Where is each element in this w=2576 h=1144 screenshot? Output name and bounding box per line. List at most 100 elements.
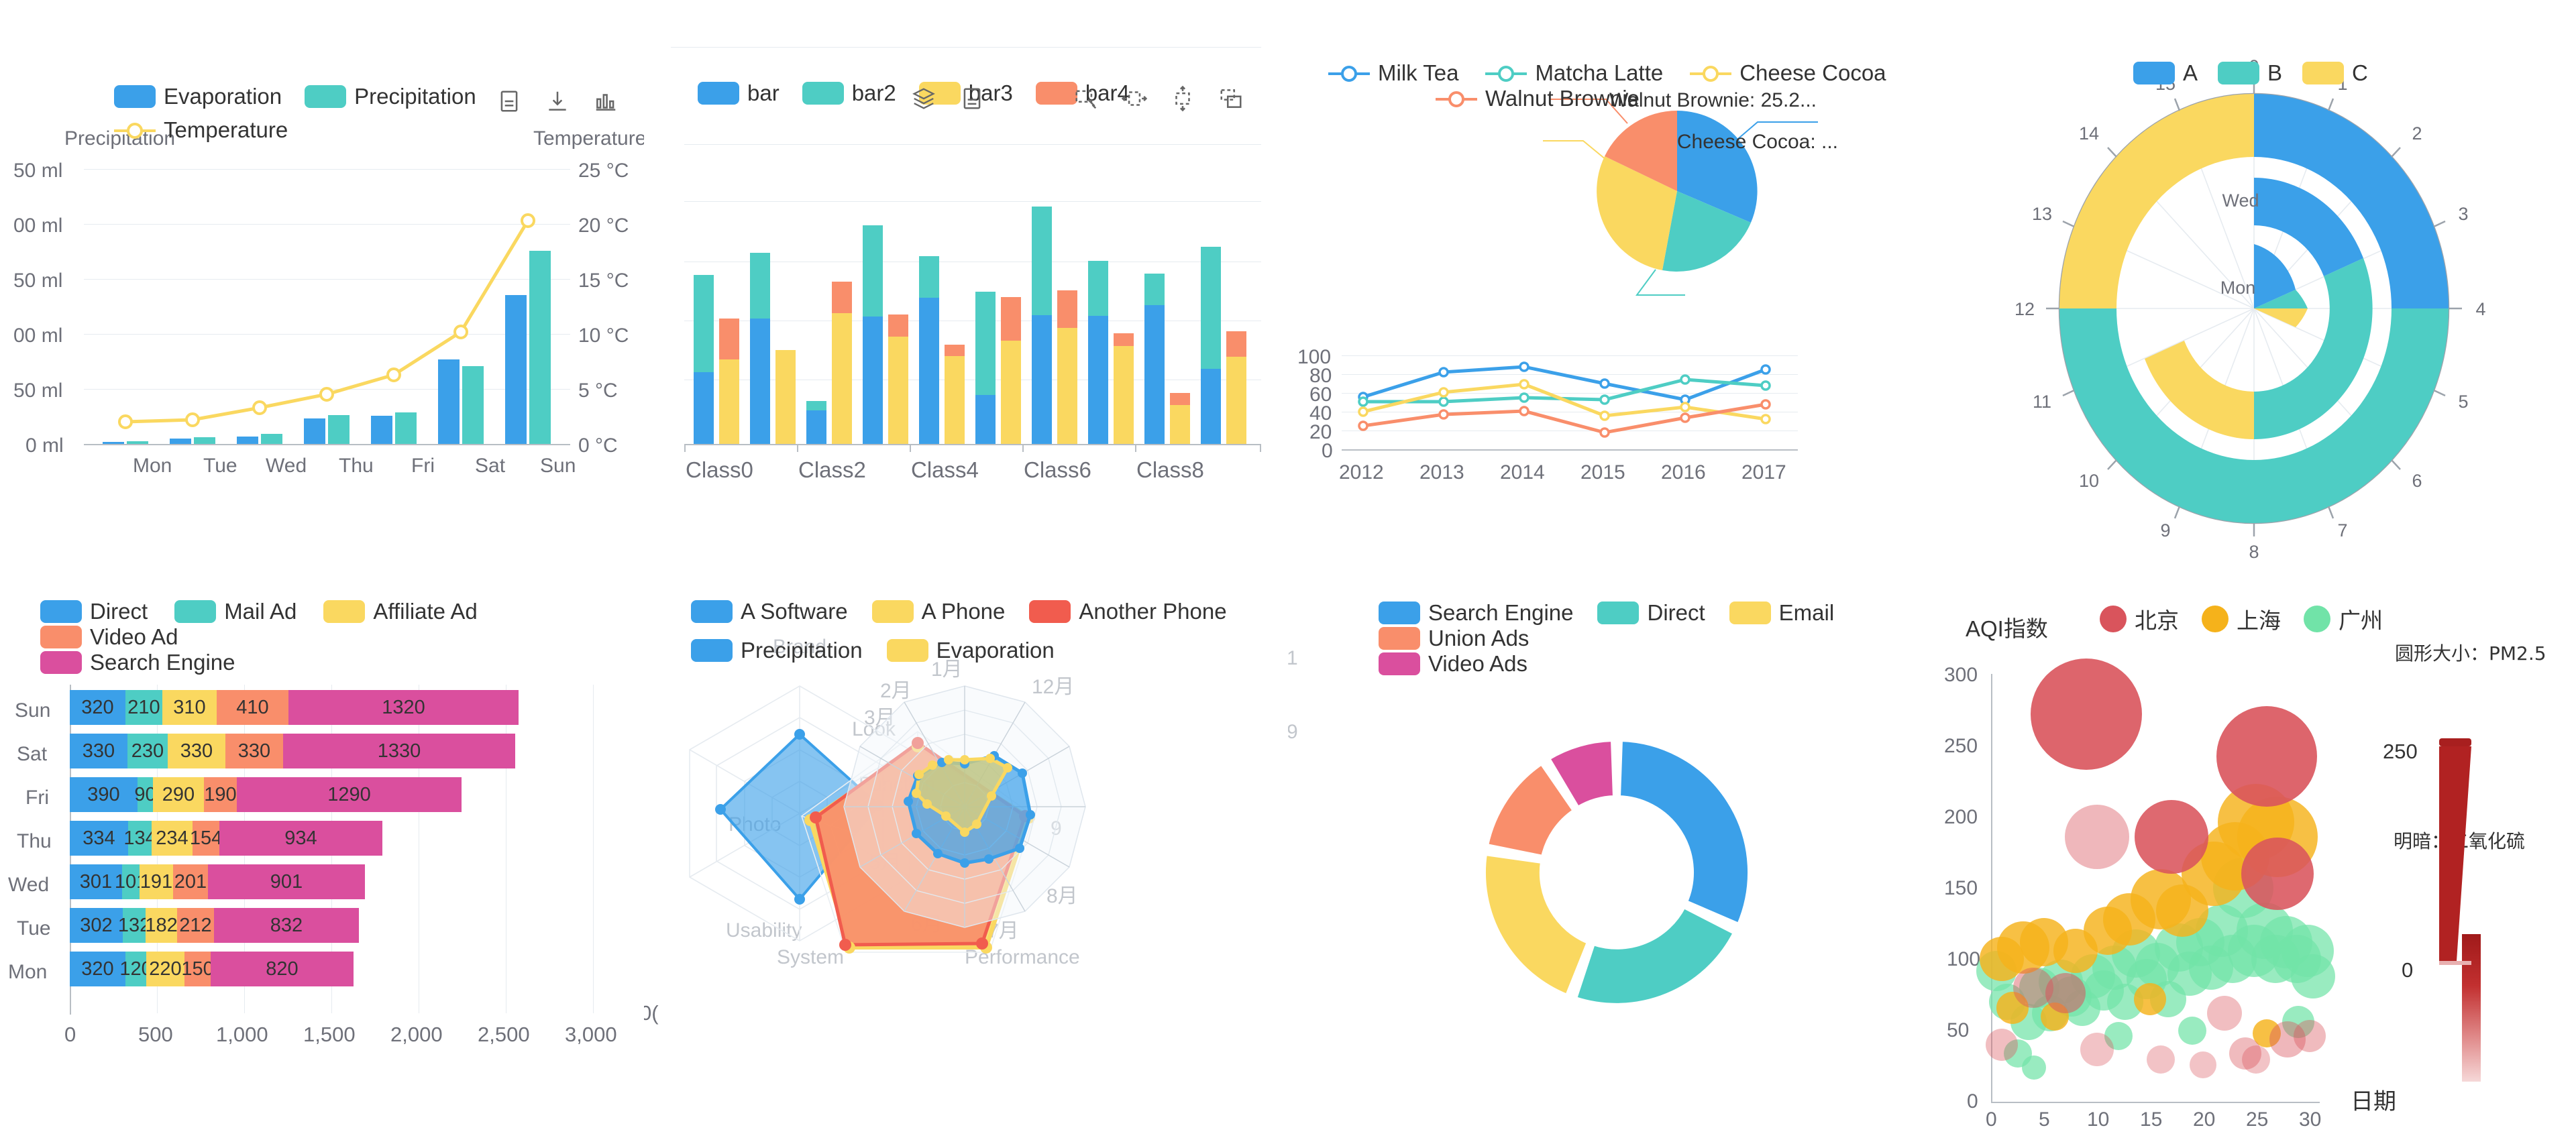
legend-item-cheese-cocoa[interactable]: Cheese Cocoa: [1690, 60, 1886, 86]
bubble-svg: [1976, 659, 2335, 1080]
legend-radar-row1[interactable]: A Software A Phone Another Phone: [691, 599, 1268, 624]
legend-label: Milk Tea: [1378, 60, 1459, 85]
legend-label: Precipitation: [741, 638, 863, 663]
legend-item-precipitation[interactable]: Precipitation: [305, 84, 476, 109]
save-image-icon[interactable]: [545, 89, 570, 114]
panel-mixed-bar-line: Evaporation Precipitation Temperature Pr…: [0, 0, 644, 572]
legend-item-a[interactable]: A: [2133, 60, 2198, 86]
data-view-icon[interactable]: [496, 89, 522, 114]
legend-item-temperature[interactable]: Temperature: [114, 117, 288, 143]
legend-item-milk-tea[interactable]: Milk Tea: [1328, 60, 1458, 86]
legend-item-affiliate-ad[interactable]: Affiliate Ad: [323, 599, 478, 624]
legend-swatch: [1379, 652, 1420, 675]
data-zoom-reset-icon[interactable]: [1218, 86, 1244, 111]
legend-item-a-software[interactable]: A Software: [691, 599, 848, 624]
polar-ring-wed: [2059, 94, 2449, 523]
radar-label-9yue: 9: [1051, 817, 1062, 840]
data-zoom-vertical-icon[interactable]: [1170, 85, 1195, 112]
restore-icon[interactable]: [641, 89, 644, 114]
legend-item-bar3[interactable]: bar3: [918, 80, 1013, 106]
legend-bubble[interactable]: 北京 上海 广州: [2100, 603, 2383, 635]
data-view-icon[interactable]: [959, 86, 985, 111]
legend-item-walnut-brownie[interactable]: Walnut Brownie: [1436, 86, 1640, 111]
legend-item-matcha-latte[interactable]: Matcha Latte: [1485, 60, 1663, 86]
legend-stacked[interactable]: bar bar2 bar3 bar4: [698, 80, 1130, 106]
segment-mail-ad: 210: [125, 690, 162, 725]
pie-slices: [1597, 111, 1758, 272]
yaxis-tick: 20: [1309, 421, 1332, 443]
polar-ring-mon: [2254, 244, 2308, 327]
yaxis-tick: 60: [1309, 384, 1332, 406]
yaxis-left-tick: 00 ml: [13, 215, 63, 237]
xaxis-tick: 30: [2299, 1108, 2322, 1131]
legend-label: Temperature: [164, 117, 288, 142]
legend-item-email[interactable]: Email: [1729, 600, 1834, 626]
legend-item-bar[interactable]: bar: [698, 80, 780, 106]
line-symbol-icon: [1485, 62, 1527, 84]
legend-item-c[interactable]: C: [2302, 60, 2368, 86]
legend-polar[interactable]: A B C: [2133, 60, 2368, 86]
stack-icon[interactable]: [911, 86, 936, 111]
legend-label: Precipitation: [354, 84, 476, 109]
pie-slice-matcha-latte: [1662, 191, 1751, 272]
magic-type-bar-icon[interactable]: [593, 89, 619, 114]
toolbox-stacked-icons[interactable]: [911, 86, 985, 111]
yaxis-tick: 80: [1309, 365, 1332, 387]
legend-item-shanghai[interactable]: 上海: [2202, 603, 2281, 635]
yaxis-left-tick: 00 ml: [13, 325, 63, 347]
polar-radius-label-mon: Mon: [2220, 278, 2256, 298]
legend-item-evaporation[interactable]: Evaporation: [886, 638, 1055, 663]
legend-item-another-phone[interactable]: Another Phone: [1029, 599, 1227, 624]
data-zoom-select-icon[interactable]: [1073, 86, 1099, 111]
segment-video-ad: 154: [190, 821, 222, 856]
legend-item-a-phone[interactable]: A Phone: [871, 599, 1005, 624]
legend-swatch: [40, 651, 82, 674]
legend-horizontal[interactable]: Direct Mail Ad Affiliate Ad Video Ad Sea…: [40, 599, 590, 675]
legend-item-guangzhou[interactable]: 广州: [2304, 603, 2383, 635]
legend-item-bar2[interactable]: bar2: [802, 80, 896, 106]
svg-text:5: 5: [2458, 392, 2468, 412]
visualmap-svg[interactable]: [2434, 733, 2514, 1082]
panel-horizontal-stacked: Direct Mail Ad Affiliate Ad Video Ad Sea…: [0, 572, 644, 1144]
segment-search-engine: 832: [214, 908, 359, 943]
legend-donut[interactable]: Search Engine Direct Email Union Ads Vid…: [1379, 600, 1922, 677]
legend-item-precipitation[interactable]: Precipitation: [691, 638, 863, 663]
xaxis-tick: Class6: [1024, 457, 1091, 482]
legend-item-beijing[interactable]: 北京: [2100, 603, 2179, 635]
legend-label: Mail Ad: [224, 599, 297, 624]
legend-item-union-ads[interactable]: Union Ads: [1379, 626, 1529, 651]
segment-direct: 390: [70, 777, 138, 812]
toolbox-mixed[interactable]: [496, 89, 644, 114]
legend-item-evaporation[interactable]: Evaporation: [114, 84, 282, 109]
xaxis-tick: Tue: [203, 455, 237, 477]
data-zoom-horizontal-icon[interactable]: [1121, 86, 1148, 111]
segment-affiliate-ad: 310: [162, 690, 217, 725]
segment-search-engine: 1330: [283, 734, 515, 768]
legend-radar-row2[interactable]: Precipitation Evaporation: [691, 638, 1268, 663]
legend-item-search-engine[interactable]: Search Engine: [1379, 600, 1573, 626]
segment-search-engine: 1320: [288, 690, 519, 725]
segment-affiliate-ad: 290: [153, 777, 204, 812]
legend-pie[interactable]: Milk Tea Matcha Latte Cheese Cocoa Walnu…: [1328, 60, 1932, 111]
yaxis-tick: 50: [1947, 1019, 1970, 1041]
radar-label-system: System: [777, 946, 845, 968]
bars-precipitation: [127, 251, 551, 444]
segment-direct: 334: [70, 821, 128, 856]
legend-item-bar4[interactable]: bar4: [1035, 80, 1130, 106]
legend-item-b[interactable]: B: [2218, 60, 2282, 86]
legend-swatch: [691, 600, 733, 623]
visualmap-handle-bar: [2439, 746, 2471, 961]
pie-leader-matcha-latte: [1635, 269, 1685, 296]
yaxis-tick: 200: [1944, 806, 1978, 828]
legend-mixed[interactable]: Evaporation Precipitation Temperature: [114, 84, 644, 143]
xaxis-tick: 2013: [1419, 461, 1464, 483]
legend-item-direct[interactable]: Direct: [1597, 600, 1705, 626]
legend-item-mail-ad[interactable]: Mail Ad: [174, 599, 297, 624]
yaxis-tick: 0: [1967, 1090, 1978, 1112]
legend-item-search-engine[interactable]: Search Engine: [40, 650, 590, 675]
toolbox-stacked-zoom[interactable]: [1073, 85, 1244, 112]
segment-mail-ad: 90: [134, 777, 156, 812]
legend-item-direct[interactable]: Direct: [40, 599, 148, 624]
legend-item-video-ad[interactable]: Video Ad: [40, 624, 178, 650]
legend-item-video-ads[interactable]: Video Ads: [1379, 651, 1922, 677]
